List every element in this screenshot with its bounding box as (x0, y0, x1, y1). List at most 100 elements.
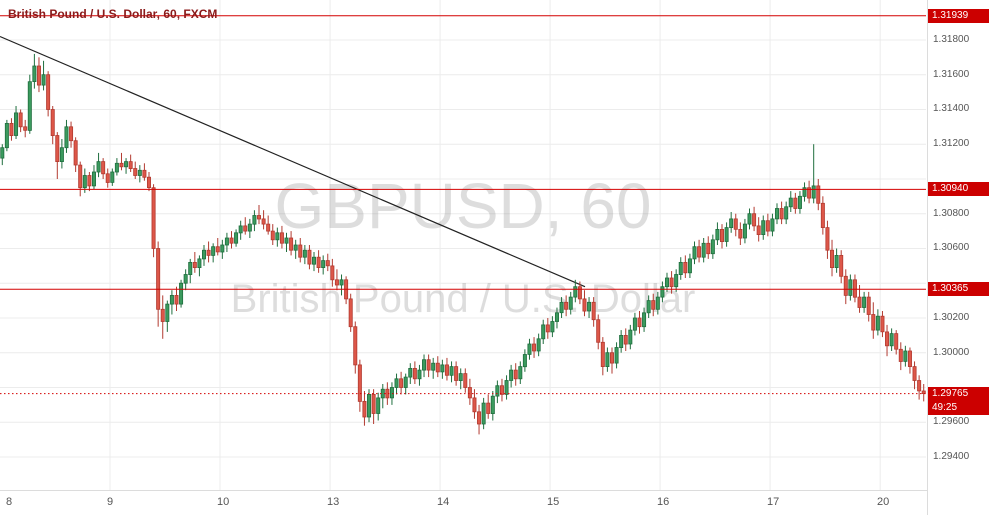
candle-body (367, 393, 372, 418)
candle-body (518, 366, 523, 380)
candle-body (830, 249, 835, 268)
candle-body (151, 187, 156, 249)
candle-body (78, 164, 83, 189)
candle-body (270, 230, 275, 241)
candle-body (197, 258, 202, 268)
candle-body (811, 185, 816, 199)
candle-body (495, 385, 500, 397)
candle-body (623, 334, 628, 345)
candle-body (119, 162, 124, 168)
candle-body (825, 227, 830, 251)
candle-body (137, 169, 142, 176)
candle-body (775, 208, 780, 220)
candle-body (577, 286, 582, 300)
price-axis-label: 1.31800 (933, 34, 970, 45)
time-axis-label: 17 (767, 496, 780, 508)
candle-body (256, 215, 261, 220)
candle-body (898, 348, 903, 362)
price-level-badge: 1.31939 (928, 9, 989, 23)
symbol-title[interactable]: British Pound / U.S. Dollar, 60, FXCM (8, 7, 218, 21)
descending-trendline[interactable] (0, 35, 586, 288)
candle-body (880, 315, 885, 333)
candle-body (376, 397, 381, 414)
candle-body (871, 314, 876, 331)
candle-body (174, 294, 179, 305)
candle-body (50, 109, 55, 137)
candle-body (334, 279, 339, 286)
candle-body (614, 347, 619, 364)
candle-body (862, 296, 867, 308)
time-axis[interactable]: 8 9 10 13 14 15 16 17 20 (0, 490, 927, 515)
candle-body (201, 249, 206, 260)
candle-body (765, 220, 770, 232)
candle-body (220, 244, 225, 253)
candle-body (82, 175, 87, 189)
candle-body (912, 366, 917, 381)
candle-body (252, 215, 257, 225)
price-axis-label: 1.29400 (933, 451, 970, 462)
watermark-symbol: GBPUSD, 60 (274, 170, 651, 242)
candle-body (431, 362, 436, 371)
candle-body (23, 126, 28, 131)
candle-body (875, 315, 880, 331)
candle-body (697, 246, 702, 258)
price-chart[interactable]: GBPUSD, 60 British Pound / U.S. Dollar (0, 0, 927, 490)
candle-body (807, 187, 812, 199)
candle-body (46, 74, 51, 110)
price-level-badge: 1.30365 (928, 282, 989, 296)
candle-body (160, 308, 165, 322)
candle-body (64, 126, 69, 149)
candle-body (820, 202, 825, 229)
candle-body (738, 228, 743, 239)
candle-body (261, 218, 266, 225)
price-level-badge: 1.29765 (928, 387, 989, 401)
candle-body (463, 373, 468, 388)
candle-body (321, 260, 326, 269)
candle-body (128, 161, 133, 170)
price-axis[interactable]: 1.31800 1.31600 1.31400 1.31200 1.30800 1.306… (927, 0, 989, 515)
time-axis-label: 8 (6, 496, 13, 508)
candle-body (399, 378, 404, 388)
time-axis-label: 20 (877, 496, 890, 508)
candle-body (917, 380, 922, 392)
candle-body (408, 367, 413, 378)
candle-body (32, 65, 37, 83)
candle-body (642, 312, 647, 328)
candle-body (224, 237, 229, 246)
candle-body (183, 274, 188, 284)
candle-body (307, 249, 312, 265)
candle-body (146, 176, 151, 188)
candle-body (362, 400, 367, 418)
candle-body (73, 140, 78, 166)
candle-body (903, 350, 908, 362)
candle-body (669, 277, 674, 288)
candle-body (843, 275, 848, 296)
candle-body (229, 237, 234, 244)
candle-body (9, 123, 14, 137)
candle-body (357, 364, 362, 402)
candle-body (559, 301, 564, 314)
candle-body (797, 195, 802, 209)
candle-body (513, 369, 518, 380)
candles (0, 53, 926, 435)
candle-body (0, 147, 5, 159)
candle-body (27, 81, 32, 131)
candle-body (302, 249, 307, 258)
candle-body (541, 324, 546, 340)
candle-body (889, 333, 894, 347)
candle-body (477, 411, 482, 425)
candle-body (619, 334, 624, 348)
time-axis-label: 14 (437, 496, 450, 508)
candle-body (761, 220, 766, 235)
candle-body (724, 227, 729, 242)
price-axis-label: 1.30000 (933, 347, 970, 358)
candle-body (4, 123, 9, 149)
candle-body (275, 232, 280, 241)
candle-body (91, 171, 96, 187)
candle-body (509, 369, 514, 381)
candle-body (536, 338, 541, 352)
candle-body (802, 187, 807, 197)
candle-body (394, 378, 399, 388)
candle-body (87, 175, 92, 187)
